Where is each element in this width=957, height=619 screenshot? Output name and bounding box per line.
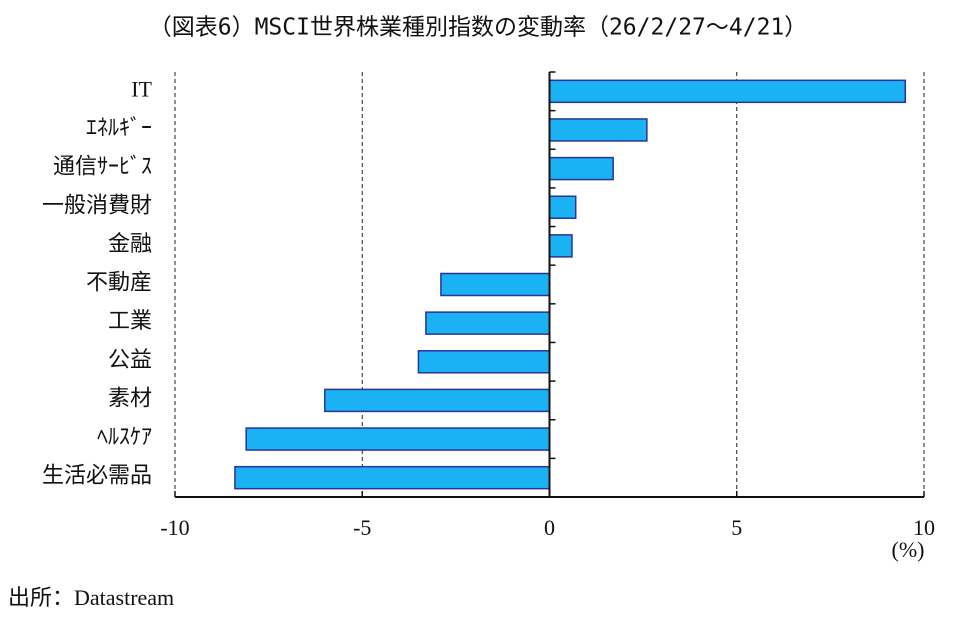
bar [548,195,577,219]
y-tick-label: IT [131,76,152,101]
bar [548,118,648,142]
x-axis-label: (%) [892,537,925,562]
y-tick-label: 工業 [108,308,152,333]
bar [548,234,573,258]
y-tick-label: 不動産 [86,270,152,295]
y-tick-label: 生活必需品 [42,463,152,488]
source-note: 出所：Datastream [8,585,174,610]
y-tick-label: 通信ｻｰﾋﾞｽ [53,154,152,179]
y-tick-label: ｴﾈﾙｷﾞｰ [86,115,152,140]
x-tick-label: 0 [544,515,555,540]
bar [548,156,614,181]
x-tick-label: 5 [731,515,742,540]
y-tick-label: 公益 [108,347,152,372]
bar [324,388,551,413]
chart-title: （図表6）MSCI世界株業種別指数の変動率（26/2/27～4/21） [149,15,808,41]
x-tick-label: -10 [160,515,189,540]
y-tick-label: ﾍﾙｽｹｱ [97,424,152,449]
bar [417,350,551,374]
y-tick-label: 一般消費財 [42,192,152,217]
x-tick-label: 10 [913,515,935,540]
y-tick-label: 素材 [108,385,152,410]
y-tick-label: 金融 [108,231,152,256]
bar [425,311,551,335]
bar [440,272,551,297]
bar [245,427,551,451]
x-tick-label: -5 [353,515,371,540]
bar [234,465,551,490]
bar [548,79,907,104]
